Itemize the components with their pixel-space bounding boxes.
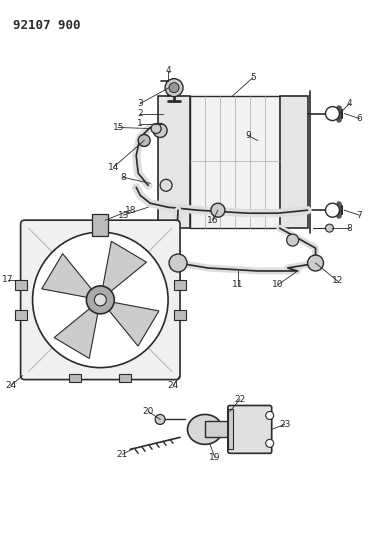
Circle shape [266, 411, 274, 419]
Bar [280, 95, 307, 228]
Bar [190, 95, 280, 228]
Text: 17: 17 [2, 276, 13, 285]
Text: 7: 7 [357, 211, 362, 220]
Circle shape [325, 224, 333, 232]
FancyBboxPatch shape [228, 406, 272, 453]
Bar [92, 214, 108, 236]
FancyBboxPatch shape [21, 220, 180, 379]
Polygon shape [102, 241, 147, 295]
Text: 92107 900: 92107 900 [13, 19, 80, 32]
Polygon shape [106, 301, 159, 346]
Circle shape [160, 179, 172, 191]
Circle shape [86, 286, 114, 314]
Circle shape [325, 203, 339, 217]
Text: 23: 23 [279, 420, 290, 429]
Text: 20: 20 [142, 407, 154, 416]
Bar [174, 280, 186, 290]
Text: 5: 5 [250, 73, 256, 82]
Text: 24: 24 [167, 381, 179, 390]
Bar [14, 280, 27, 290]
Text: 16: 16 [207, 216, 219, 225]
Text: 14: 14 [107, 163, 119, 172]
Polygon shape [42, 254, 95, 298]
Text: 11: 11 [232, 280, 243, 289]
Circle shape [287, 234, 299, 246]
Circle shape [155, 415, 165, 424]
Polygon shape [54, 305, 99, 359]
Text: 18: 18 [125, 206, 136, 215]
Text: 24: 24 [5, 381, 16, 390]
Circle shape [266, 439, 274, 447]
Text: 8: 8 [120, 173, 126, 182]
Circle shape [153, 124, 167, 138]
Text: 8: 8 [347, 224, 352, 232]
Circle shape [94, 294, 106, 306]
Circle shape [169, 254, 187, 272]
Bar [174, 310, 186, 320]
Text: 19: 19 [209, 453, 221, 462]
Bar [228, 409, 233, 449]
Text: 6: 6 [357, 114, 362, 123]
Ellipse shape [187, 415, 223, 445]
Text: 15: 15 [112, 123, 124, 132]
Text: 10: 10 [272, 280, 283, 289]
Bar [119, 374, 131, 382]
Bar [69, 374, 82, 382]
Bar [205, 422, 235, 438]
Text: 12: 12 [332, 277, 343, 286]
Text: 3: 3 [137, 99, 143, 108]
Bar [14, 310, 27, 320]
Circle shape [165, 79, 183, 96]
Circle shape [151, 124, 161, 133]
Text: 22: 22 [234, 395, 245, 404]
Circle shape [325, 107, 339, 120]
Circle shape [138, 134, 150, 147]
Text: 9: 9 [245, 131, 251, 140]
Text: 21: 21 [117, 450, 128, 459]
Text: 2: 2 [138, 109, 143, 118]
Text: 1: 1 [137, 119, 143, 128]
Text: 4: 4 [347, 99, 352, 108]
Circle shape [169, 83, 179, 93]
Circle shape [211, 203, 225, 217]
Text: 13: 13 [117, 211, 129, 220]
Text: 4: 4 [165, 66, 171, 75]
Bar [158, 95, 190, 228]
Circle shape [307, 255, 323, 271]
Circle shape [33, 232, 168, 368]
